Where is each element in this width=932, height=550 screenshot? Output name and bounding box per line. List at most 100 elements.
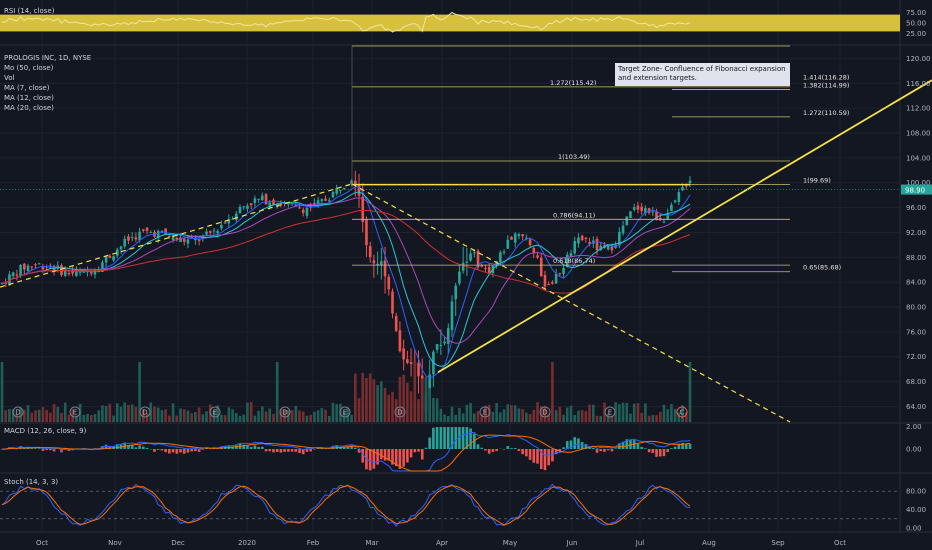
volume-bar [428,387,431,422]
y-tick-label: 76.00 [906,328,926,336]
candle-body [357,185,361,196]
rsi-band [0,14,900,32]
candle-body [372,260,376,264]
macd-histogram-bar [380,449,383,460]
volume-bar [145,413,149,422]
macd-histogram-bar [357,449,361,453]
event-marker-circle [209,406,221,418]
volume-bar [647,415,651,422]
candle-body [268,202,272,208]
macd-histogram-bar [331,445,335,449]
macd-histogram-bar [547,449,550,466]
candle-body [216,231,219,234]
macd-histogram-bar [558,449,562,452]
macd-histogram-bar [342,446,346,449]
volume-bar [584,411,588,422]
volume-bar [294,405,298,422]
volume-bar [417,399,420,422]
volume-bar [536,402,539,422]
event-marker-label: C [680,409,685,417]
macd-histogram-bar [409,449,413,458]
candle-body [417,362,420,377]
y-tick-label: 112.00 [906,105,931,113]
macd-histogram-bar [632,440,636,449]
candle-body [636,205,640,210]
candle-body [19,264,22,276]
event-marker-label: E [483,409,487,417]
macd-histogram-bar [301,449,305,455]
candle-body [688,180,692,184]
volume-bar [45,409,48,422]
fib-label: 1.414(116.28) [803,74,849,82]
volume-bar [49,412,52,422]
volume-bar [439,408,443,422]
macd-histogram-bar [658,449,662,457]
macd-histogram-bar [450,427,454,449]
macd-histogram-bar [175,449,179,454]
volume-bar [502,409,506,422]
event-marker-label: D [397,409,402,417]
volume-bar [197,407,201,422]
candle-body [584,237,588,239]
volume-bar [383,387,387,422]
volume-bar [264,411,268,422]
x-tick-label: Apr [436,539,448,547]
candle-body [454,285,458,300]
macd-histogram-bar [242,444,246,449]
candle-body [41,265,45,270]
stoch-tick-label: 80.00 [906,488,926,496]
candle-body [249,203,253,206]
macd-tick-label: 0.00 [906,446,922,454]
macd-histogram-bar [625,439,629,449]
volume-bar [205,411,208,422]
volume-bar [112,415,115,422]
volume-bar [231,409,234,422]
candle-body [182,238,186,242]
volume-bar [160,410,164,422]
y-tick-label: 116.00 [906,80,931,88]
candle-body [387,276,391,290]
volume-bar [4,410,8,422]
indicator-vol: Vol [4,74,15,82]
fib-label: 0.618(86.74) [553,257,595,265]
volume-bar [283,409,286,422]
macd-histogram-bar [506,446,510,449]
macd-histogram-bar [186,449,190,453]
macd-line [1,431,691,472]
macd-histogram-bar [603,449,606,452]
volume-bar [480,414,484,422]
volume-bar [290,410,294,422]
candle-body [197,238,201,241]
macd-histogram-bar [480,447,484,449]
x-tick-label: Aug [702,539,716,547]
candle-body [562,267,565,275]
ma-12-line [1,191,691,367]
candle-body [446,328,450,344]
macd-title: MACD (12, 26, close, 9) [4,427,87,435]
candle-body [145,227,149,231]
volume-bar [621,402,625,422]
volume-bar [246,402,249,422]
volume-bar [261,406,264,422]
candle-body [502,251,506,253]
volume-bar [443,414,446,422]
volume-bar [272,413,275,422]
candle-body [298,207,301,209]
volume-bar [484,405,487,422]
volume-bar [97,410,100,422]
volume-bar [242,414,246,422]
indicator-ma7: MA (7, close) [4,84,50,92]
macd-histogram-bar [160,449,164,451]
event-marker-circle [676,406,688,418]
candle-body [458,271,461,284]
event-marker-circle [339,406,351,418]
macd-histogram-bar [261,446,264,449]
volume-bar [461,413,465,422]
volume-bar [573,415,577,422]
volume-bar [684,412,688,422]
volume-bar [86,413,89,422]
volume-bar [67,414,71,422]
volume-bar [75,415,78,422]
candle-body [108,255,112,258]
macd-histogram-bar [190,449,193,452]
